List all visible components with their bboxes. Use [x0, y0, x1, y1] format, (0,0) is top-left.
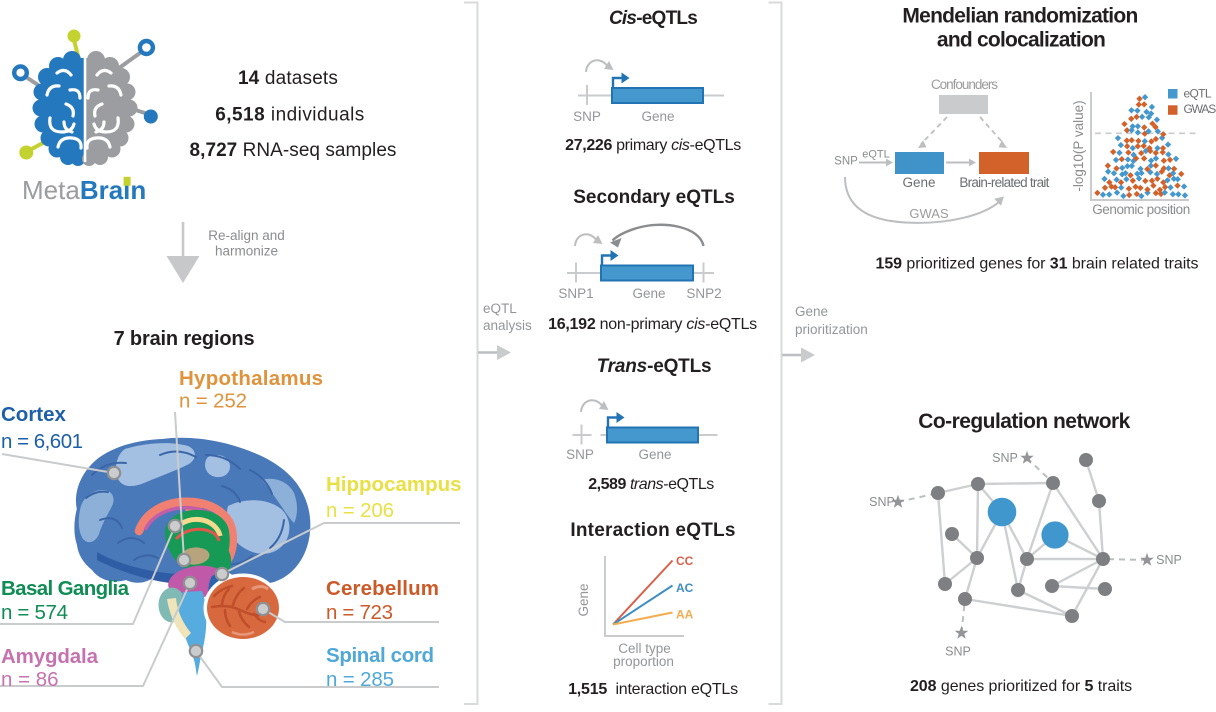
svg-text:14 datasets: 14 datasets [238, 68, 338, 89]
svg-text:Gene: Gene [632, 286, 665, 301]
svg-text:1,515 interaction eQTLs: 1,515 interaction eQTLs [568, 681, 738, 698]
svg-text:SNP: SNP [1156, 553, 1182, 567]
svg-text:Re-align and: Re-align and [208, 228, 285, 243]
svg-text:Basal Ganglia: Basal Ganglia [1, 577, 130, 600]
svg-text:Cerebellum: Cerebellum [326, 577, 439, 600]
svg-text:7 brain regions: 7 brain regions [114, 328, 255, 350]
svg-text:n = 574: n = 574 [1, 601, 68, 624]
svg-text:n = 723: n = 723 [326, 601, 393, 624]
svg-text:GWAS: GWAS [1184, 102, 1216, 116]
svg-text:and colocalization: and colocalization [937, 29, 1105, 52]
svg-text:Secondary eQTLs: Secondary eQTLs [573, 187, 735, 208]
svg-text:Cis-eQTLs: Cis-eQTLs [609, 8, 697, 29]
svg-text:SNP: SNP [834, 156, 858, 168]
svg-text:analysis: analysis [483, 318, 532, 333]
svg-text:n = 285: n = 285 [326, 668, 394, 691]
svg-text:n = 6,601: n = 6,601 [1, 430, 83, 453]
svg-text:208 genes prioritized for 5 tr: 208 genes prioritized for 5 traits [910, 678, 1132, 695]
svg-text:Confounders: Confounders [931, 77, 998, 92]
svg-text:Gene: Gene [902, 175, 935, 190]
svg-text:SNP: SNP [992, 451, 1018, 465]
svg-text:AC: AC [676, 581, 694, 595]
svg-text:Mendelian randomization: Mendelian randomization [902, 5, 1137, 28]
svg-text:-log10(P value): -log10(P value) [1071, 100, 1086, 191]
svg-text:Hypothalamus: Hypothalamus [179, 367, 323, 390]
svg-text:16,192 non-primary cis-eQTLs: 16,192 non-primary cis-eQTLs [548, 316, 757, 333]
svg-text:Gene: Gene [795, 304, 828, 319]
svg-text:159 prioritized genes for 31 b: 159 prioritized genes for 31 brain relat… [875, 256, 1198, 273]
svg-text:Brain-related trait: Brain-related trait [959, 175, 1049, 190]
svg-text:GWAS: GWAS [909, 206, 949, 221]
svg-text:SNP: SNP [869, 495, 895, 509]
svg-text:n = 86: n = 86 [1, 668, 59, 691]
svg-text:AA: AA [676, 608, 694, 622]
svg-text:Gene: Gene [641, 109, 674, 124]
svg-text:CC: CC [676, 554, 694, 568]
svg-text:27,226 primary cis-eQTLs: 27,226 primary cis-eQTLs [565, 137, 741, 154]
svg-text:SNP1: SNP1 [558, 286, 593, 301]
svg-text:harmonize: harmonize [215, 244, 278, 259]
svg-text:Cortex: Cortex [1, 403, 67, 426]
svg-text:prioritization: prioritization [795, 322, 868, 337]
svg-text:Gene: Gene [638, 447, 671, 462]
svg-text:Trans-eQTLs: Trans-eQTLs [597, 356, 712, 377]
svg-text:Genomic position: Genomic position [1092, 202, 1190, 217]
svg-text:6,518 individuals: 6,518 individuals [215, 105, 365, 126]
svg-text:Amygdala: Amygdala [1, 645, 99, 668]
svg-text:eQTL: eQTL [862, 149, 890, 161]
svg-text:SNP: SNP [566, 447, 594, 462]
svg-text:Co-regulation network: Co-regulation network [918, 410, 1130, 433]
svg-text:2,589 trans-eQTLs: 2,589 trans-eQTLs [588, 476, 714, 493]
svg-text:Spinal cord: Spinal cord [326, 644, 434, 667]
svg-text:eQTL: eQTL [1184, 87, 1212, 101]
svg-text:Interaction eQTLs: Interaction eQTLs [570, 520, 735, 541]
svg-text:8,727 RNA-seq samples: 8,727 RNA-seq samples [190, 140, 397, 161]
svg-text:SNP: SNP [573, 109, 601, 124]
svg-text:eQTL: eQTL [483, 301, 517, 316]
svg-text:Hippocampus: Hippocampus [326, 473, 462, 496]
svg-text:n = 206: n = 206 [326, 499, 394, 522]
svg-text:n = 252: n = 252 [179, 390, 247, 413]
svg-text:SNP: SNP [945, 645, 971, 659]
svg-text:Gene: Gene [576, 583, 591, 616]
svg-text:proportion: proportion [613, 654, 674, 669]
svg-text:SNP2: SNP2 [686, 286, 721, 301]
